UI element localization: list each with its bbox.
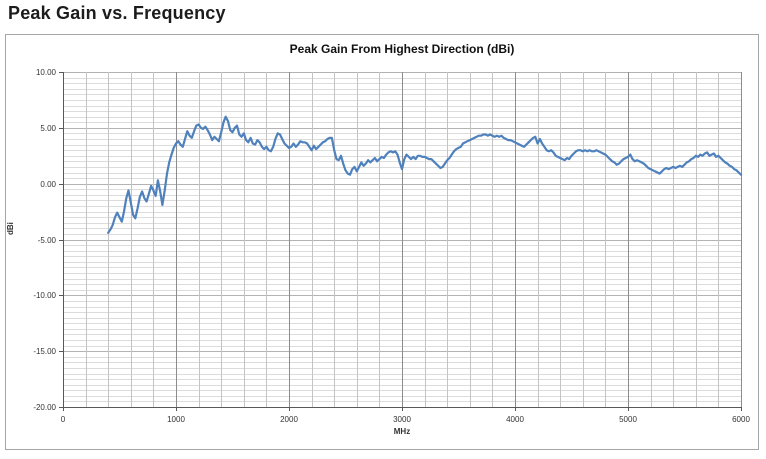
chart-title: Peak Gain From Highest Direction (dBi) bbox=[289, 42, 515, 56]
chart-container bbox=[5, 34, 759, 450]
y-axis-title: dBi bbox=[6, 222, 15, 235]
y-tick-label: -5.00 bbox=[37, 235, 56, 245]
x-tick-label: 2000 bbox=[280, 415, 298, 424]
y-tick-label: 10.00 bbox=[35, 68, 56, 77]
x-tick-label: 5000 bbox=[619, 415, 637, 424]
x-tick-label: 1000 bbox=[167, 415, 185, 424]
x-tick-label: 4000 bbox=[506, 415, 524, 424]
y-tick-label: 0.00 bbox=[40, 179, 56, 189]
y-tick-label: 5.00 bbox=[40, 123, 56, 133]
page-title: Peak Gain vs. Frequency bbox=[8, 3, 226, 23]
x-tick-label: 3000 bbox=[393, 415, 411, 424]
x-tick-label: 6000 bbox=[732, 415, 750, 424]
x-tick-label: 0 bbox=[60, 415, 66, 424]
x-axis-title: MHz bbox=[393, 427, 411, 436]
y-tick-label: -20.00 bbox=[33, 403, 56, 412]
y-tick-label: -10.00 bbox=[33, 291, 56, 301]
peak-gain-line bbox=[107, 115, 743, 234]
y-tick-label: -15.00 bbox=[33, 347, 56, 357]
